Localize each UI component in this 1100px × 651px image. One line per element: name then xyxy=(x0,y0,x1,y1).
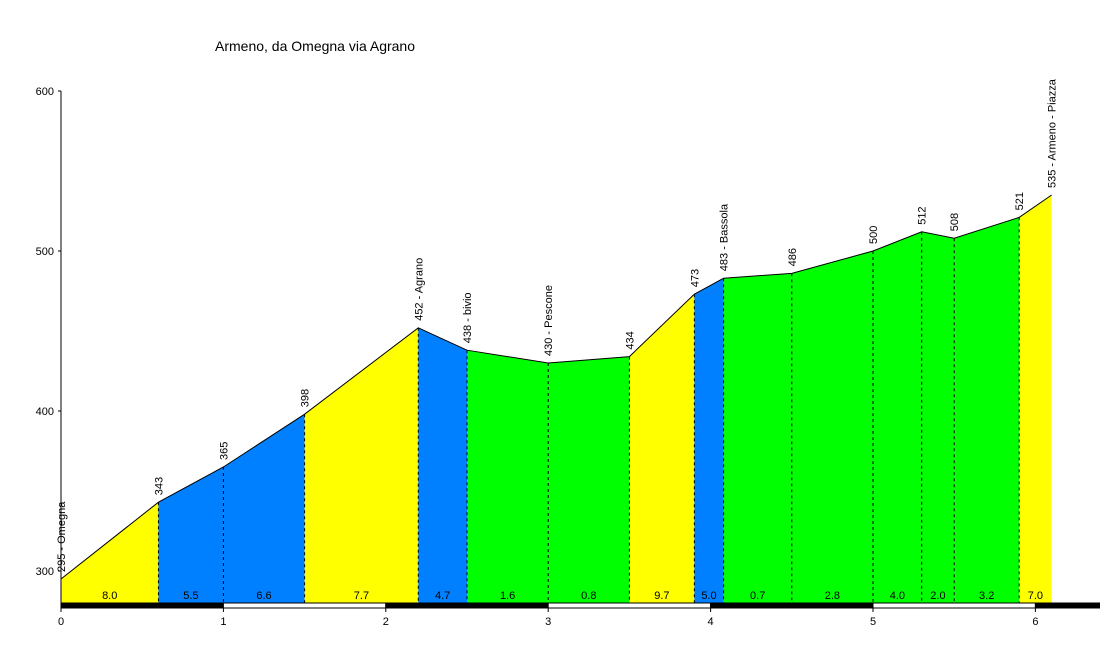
km-bar-block xyxy=(872,602,1036,609)
point-label: 434 xyxy=(624,331,636,349)
km-scale-bar xyxy=(60,602,1100,609)
km-bar-block xyxy=(222,602,387,609)
y-tick-label: 600 xyxy=(36,86,54,98)
point-label: 512 xyxy=(917,206,929,224)
x-tick-label: 1 xyxy=(220,616,226,628)
x-tick-label: 0 xyxy=(58,616,64,628)
point-label: 535 - Armeno - Piazza xyxy=(1047,78,1059,188)
profile-segment xyxy=(873,231,922,604)
point-label: 452 - Agrano xyxy=(413,258,425,321)
point-label: 343 xyxy=(153,477,165,495)
gradient-label: 8.0 xyxy=(102,590,117,602)
point-label: 295 - Omegna xyxy=(56,501,68,572)
y-tick-label: 300 xyxy=(36,566,54,578)
gradient-label: 2.0 xyxy=(930,590,945,602)
profile-segment xyxy=(791,251,873,603)
profile-segment xyxy=(694,278,724,603)
gradient-label: 4.7 xyxy=(435,590,450,602)
y-tick-label: 400 xyxy=(36,406,54,418)
x-tick-label: 6 xyxy=(1032,616,1038,628)
profile-segment xyxy=(1019,195,1052,603)
point-label: 500 xyxy=(868,226,880,244)
profile-segment xyxy=(723,273,792,603)
gradient-label: 5.5 xyxy=(183,590,198,602)
km-bar-block xyxy=(385,602,549,609)
x-tick-label: 3 xyxy=(545,616,551,628)
profile-segment xyxy=(223,414,305,603)
point-label: 483 - Bassola xyxy=(719,203,731,271)
gradient-label: 1.6 xyxy=(500,590,515,602)
gradient-label: 4.0 xyxy=(890,590,905,602)
profile-segment xyxy=(158,467,224,603)
km-bar-block xyxy=(710,602,874,609)
gradient-label: 5.0 xyxy=(701,590,716,602)
profile-segment xyxy=(629,294,695,603)
gradient-label: 2.8 xyxy=(825,590,840,602)
gradient-label: 7.7 xyxy=(354,590,369,602)
point-label: 398 xyxy=(300,389,312,407)
gradient-labels: 8.0 5.5 6.6 7.7 4.7 1.6 0.8 9.7 5.0 0.7 2.8 4.0 2.0 3… xyxy=(102,590,1043,602)
x-tick-label: 4 xyxy=(708,616,714,628)
gradient-label: 6.6 xyxy=(256,590,271,602)
km-bar-block xyxy=(60,602,224,609)
gradient-label: 7.0 xyxy=(1028,590,1043,602)
x-tick-label: 5 xyxy=(870,616,876,628)
x-tick-label: 2 xyxy=(383,616,389,628)
chart-title: Armeno, da Omegna via Agrano xyxy=(215,38,415,54)
profile-segment xyxy=(921,231,955,604)
profile-segment xyxy=(418,327,467,603)
profile-outline xyxy=(60,194,1052,580)
point-label: 438 - bivio xyxy=(462,292,474,343)
point-label: 508 xyxy=(949,213,961,231)
point-label: 486 xyxy=(787,248,799,266)
axes: 300 400 500 600 0 1 2 3 4 5 6 xyxy=(36,86,1039,628)
gradient-label: 3.2 xyxy=(979,590,994,602)
profile-segment xyxy=(548,356,630,603)
point-label: 521 xyxy=(1014,192,1026,210)
point-label: 430 - Pescone xyxy=(543,285,555,356)
gradient-label: 9.7 xyxy=(654,590,669,602)
point-labels: 295 - Omegna 343 365 398 452 - Agrano 438 - b… xyxy=(56,78,1059,572)
profile-segment xyxy=(467,350,549,603)
gradient-label: 0.7 xyxy=(750,590,765,602)
segment-dividers xyxy=(157,217,1020,603)
profile-segment xyxy=(61,502,159,603)
point-label: 473 xyxy=(689,269,701,287)
profile-segment xyxy=(304,327,419,603)
profile-segment xyxy=(954,217,1020,603)
km-bar-block xyxy=(1034,602,1100,609)
gradient-label: 0.8 xyxy=(581,590,596,602)
y-tick-label: 500 xyxy=(36,246,54,258)
point-label: 365 xyxy=(218,442,230,460)
profile-line xyxy=(60,194,1052,580)
profile-segments xyxy=(61,195,1052,604)
km-bar-block xyxy=(547,602,712,609)
